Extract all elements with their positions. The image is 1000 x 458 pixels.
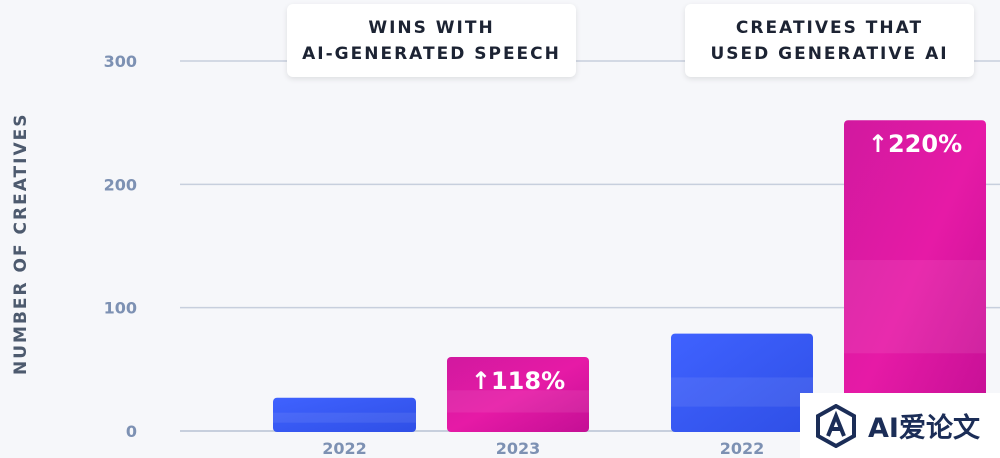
y-tick-label: 200 [104, 175, 137, 194]
group-title-wins-ai-speech: WINS WITH AI-GENERATED SPEECH [287, 4, 576, 77]
y-tick-label: 300 [104, 52, 137, 71]
y-axis-label: NUMBER OF CREATIVES [11, 113, 31, 375]
bar-texture [273, 412, 416, 423]
bar-2-2022 [671, 333, 813, 432]
group-title-line: WINS WITH [368, 17, 495, 38]
bar-texture [447, 390, 589, 413]
watermark-text: AI爱论文 [868, 413, 980, 444]
group-title-line: CREATIVES THAT [735, 17, 924, 38]
x-tick-label: 2022 [720, 439, 765, 458]
bar-1-2022 [273, 397, 416, 432]
x-tick-label: 2023 [496, 439, 541, 458]
x-tick-label: 2022 [322, 439, 367, 458]
group-title-creatives-gen-ai: CREATIVES THAT USED GENERATIVE AI [685, 4, 974, 77]
bar-1-2023 [447, 357, 589, 432]
group-title-line: AI-GENERATED SPEECH [302, 43, 561, 64]
ai-logo-icon [816, 403, 856, 448]
bar-texture [844, 260, 986, 354]
bar-2-2023 [844, 120, 986, 432]
y-tick-label: 100 [104, 299, 137, 318]
watermark: AI爱论文 [800, 393, 1000, 458]
bar-value-label: ↑118% [471, 367, 565, 395]
bar-texture [671, 377, 813, 407]
y-tick-label: 0 [126, 422, 137, 441]
group-title-line: USED GENERATIVE AI [710, 43, 949, 64]
bar-value-label: ↑220% [868, 130, 962, 158]
